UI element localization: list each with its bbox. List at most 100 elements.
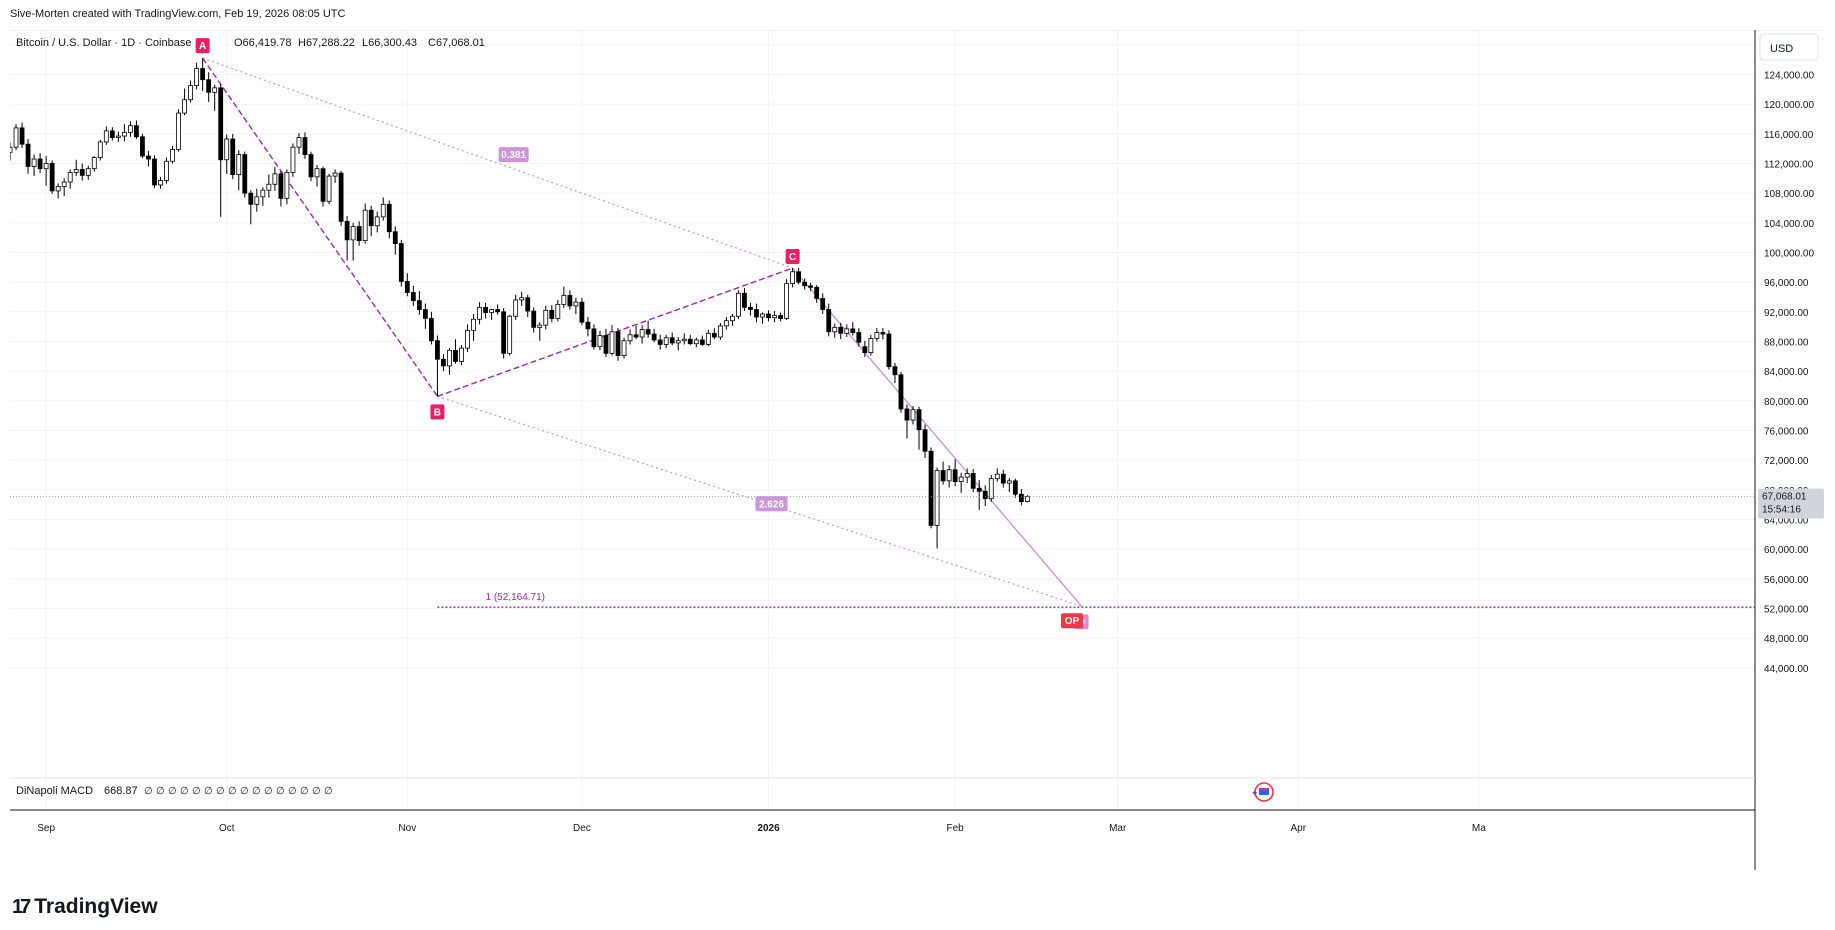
candle-down [940,470,946,482]
grid-layer [10,30,1755,810]
price-tick-label: 80,000.00 [1764,397,1809,408]
price-tick-label: 116,000.00 [1764,130,1814,141]
legend-title-group: Bitcoin / U.S. Dollar · 1D · Coinbase O6… [16,37,485,49]
candle-up [946,469,952,482]
candle-down [37,158,43,170]
candle-up [958,476,964,483]
candle-up [663,337,669,345]
candle-down [579,301,585,323]
indicator-extra-value: ∅ [192,786,201,797]
symbol-title: Bitcoin / U.S. Dollar · 1D · Coinbase [16,37,191,49]
candle-down [398,243,404,282]
candle-down [248,192,254,205]
candle-down [898,374,904,410]
ohlc-open: O66,419.78 [234,37,292,49]
candle-down [916,409,922,431]
candle-down [904,408,910,421]
price-tick-label: 84,000.00 [1764,367,1809,378]
candle-up [736,292,741,317]
candle-down [206,79,212,93]
candle-up [675,340,681,344]
price-tick-label: 88,000.00 [1764,337,1809,348]
tradingview-logo[interactable]: 17 TradingView [12,895,158,919]
last-price-value: 67,068.01 [1762,492,1807,503]
candle-down [1018,493,1024,503]
last-price-bg [1758,488,1824,519]
candle-down [814,286,820,299]
candle-down [856,332,862,343]
candle-down [404,280,410,293]
candle-up [537,324,543,328]
candle-up [284,171,290,199]
price-tick-label: 76,000.00 [1764,426,1809,437]
candle-down [453,349,458,362]
ratio-ac-label: 0.381 [501,150,526,161]
candle-up [543,309,549,326]
candle-up [164,160,169,181]
tradingview-logo-text: TradingView [34,895,158,918]
candle-down [892,366,898,376]
currency-button[interactable]: USD [1759,33,1819,61]
candle-down [549,309,555,319]
chart-author-line: Sive-Morten created with TradingView.com… [10,8,346,20]
indicator-extra-value: ∅ [240,786,249,797]
point-b-label-bg [430,404,445,420]
candle-up [85,168,91,176]
price-tick-label: 100,000.00 [1764,248,1814,259]
time-tick-label: Oct [219,823,235,834]
candle-up [260,189,266,198]
candle-down [386,203,392,233]
candle-down [320,168,326,202]
candle-down [392,231,398,244]
candle-up [621,340,627,356]
tradingview-logo-icon: 17 [12,895,31,918]
indicator-extra-value: ∅ [180,786,189,797]
candle-down [928,450,934,526]
pattern-leg-bc [437,267,793,397]
candle-down [435,340,440,360]
candle-up [362,209,368,242]
candle-down [218,87,224,161]
candle-down [567,295,573,307]
price-tick-label: 60,000.00 [1764,545,1809,556]
candle-up [519,297,525,301]
candle-up [784,283,789,319]
candle-up [91,157,97,170]
candle-up [627,334,633,342]
indicator-extra-value: ∅ [324,786,333,797]
candle-down [146,155,151,160]
ratio-bd-label-bg [755,496,788,512]
candle-down [1000,473,1006,484]
price-chart[interactable]: 44,000.00 48,000.00 52,000.00 56,000.00 60,0… [7,29,1824,870]
candle-up [97,141,103,158]
candle-down [410,292,416,302]
candle-up [374,216,380,227]
candle-down [651,333,657,341]
ohlc-close: C67,068.01 [428,37,485,49]
candle-up [290,146,296,173]
candle-up [115,135,121,138]
svg-text:✦: ✦ [1251,788,1259,798]
harmonic-pattern[interactable] [202,57,1755,608]
candle-up [55,186,61,192]
candle-up [7,146,13,153]
indicator-extra-value: ∅ [216,786,225,797]
candle-up [188,85,194,101]
time-tick-label: Apr [1290,823,1306,834]
candle-up [296,137,302,148]
candle-up [561,295,567,305]
candle-up [790,271,795,285]
candle-up [934,470,940,526]
candle-up [459,347,464,362]
candle-down [585,321,591,330]
candle-up [266,183,272,191]
candle-up [760,313,765,318]
indicator-extra-value: ∅ [144,786,153,797]
chart-container[interactable]: 44,000.00 48,000.00 52,000.00 56,000.00 60,0… [7,29,1824,870]
price-tick-label: 72,000.00 [1764,456,1809,467]
broadcast-icon[interactable]: ✦ [1251,782,1274,802]
candle-down [615,331,621,356]
candle-down [1012,480,1018,495]
point-c-label: C [789,252,796,263]
ohlc-low: L66,300.43 [362,37,417,49]
